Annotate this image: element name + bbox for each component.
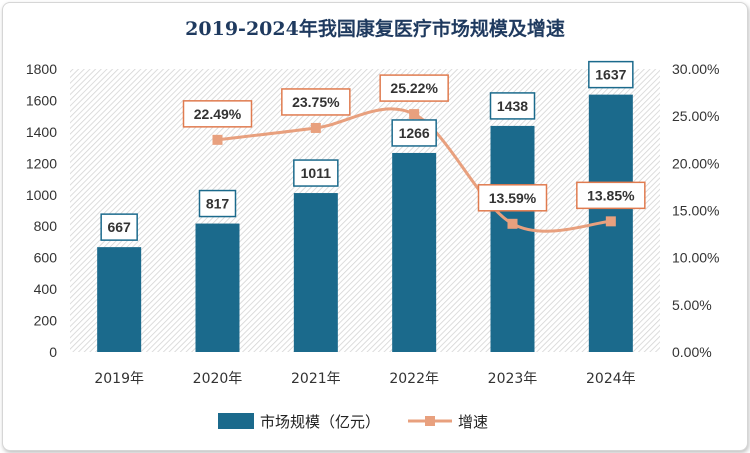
y2-tick-label: 10.00% [672,250,719,266]
line-point [605,216,616,227]
line-point [212,134,223,145]
x-tick-label: 2020年 [193,371,243,387]
line-point [507,218,518,229]
bar-data-label: 667 [107,219,131,235]
bar [293,193,338,352]
y2-tick-label: 25.00% [672,108,719,124]
plot-area [70,69,660,352]
y2-tick-label: 20.00% [672,155,719,171]
y2-tick-label: 15.00% [672,203,719,219]
y2-tick-label: 0.00% [672,344,712,360]
y-tick-label: 1200 [26,155,57,171]
line-label-box [477,184,548,212]
x-tick-label: 2019年 [94,371,144,387]
bar-data-label: 1266 [399,125,430,141]
legend-label-line: 增速 [458,413,488,431]
line-data-label: 13.59% [489,190,537,206]
y-tick-label: 200 [34,313,58,329]
bar-series [97,94,633,352]
line-data-label: 13.85% [587,187,635,203]
line-label-box [576,181,646,210]
legend-swatch-bar [218,413,254,429]
x-tick-label: 2021年 [291,371,341,387]
x-tick-label: 2023年 [488,371,538,387]
line-label-box [379,74,449,102]
y-tick-label: 400 [34,281,58,297]
data-labels: 667 817 1011 1266 1438 1637 22.49% 23.75% 25.22%… [100,60,646,241]
y-tick-label: 1000 [26,187,57,203]
y-tick-label: 1400 [26,124,57,140]
x-tick-label: 2022年 [389,371,439,387]
line-data-label: 23.75% [292,94,340,110]
line-data-label: 22.49% [194,106,242,122]
bar-data-label: 817 [206,196,230,212]
y-tick-label: 0 [49,344,57,360]
bar-label-box [100,213,138,241]
chart-title: 2019-2024年我国康复医疗市场规模及增速 [185,18,565,40]
bar-data-label: 1011 [301,165,332,181]
bar-label-box [198,189,237,218]
y-tick-label: 800 [34,218,58,234]
y2-tick-label: 5.00% [672,297,712,313]
bar-data-label: 1438 [497,98,528,114]
line-label-box [182,100,253,128]
bar [97,247,142,352]
line-series [212,107,616,233]
bar [392,152,437,352]
line-data-label: 25.22% [390,80,438,96]
x-axis: 2019年 2020年 2021年 2022年 2023年 2024年 [94,371,635,387]
right-axis: 0.00% 5.00% 10.00% 15.00% 20.00% 25.00% 30.00% [672,61,719,360]
bar-label-box [489,92,536,120]
line-label-box [281,88,351,116]
x-tick-label: 2024年 [586,371,636,387]
line-point [310,122,321,133]
legend-marker-line [425,416,435,426]
bar-label-box [391,119,437,147]
y2-tick-label: 30.00% [672,61,719,77]
y-tick-label: 1600 [26,92,57,108]
bar [490,125,535,352]
legend: 市场规模（亿元） 增速 [218,413,488,431]
bar [195,223,240,352]
bar-label-box [293,159,339,187]
legend-label-bar: 市场规模（亿元） [260,413,380,431]
left-axis: 0 200 400 600 800 1000 1200 1400 1600 1800 [26,61,57,360]
bar-label-box [588,60,634,89]
y-tick-label: 600 [34,250,58,266]
y-tick-label: 1800 [26,61,57,77]
line-point [409,109,420,120]
bar-data-label: 1637 [595,67,626,83]
